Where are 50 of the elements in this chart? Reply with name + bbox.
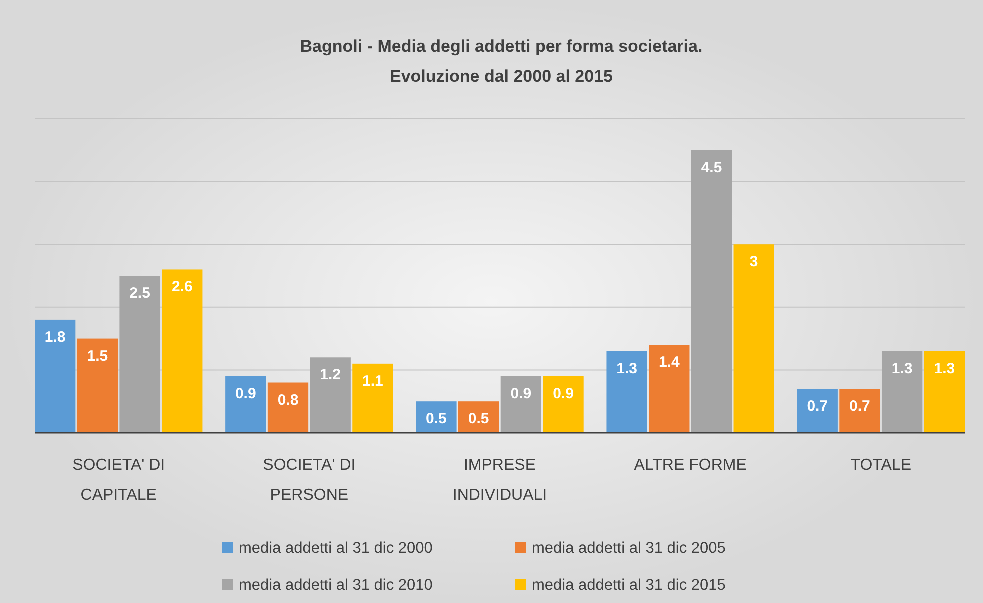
data-label: 4.5 [701, 159, 722, 176]
data-label: 0.9 [510, 385, 532, 402]
bar [649, 345, 690, 433]
data-label: 0.8 [278, 392, 299, 409]
bar [606, 351, 648, 433]
data-label: 0.5 [426, 410, 447, 428]
x-tick-label: TOTALE [850, 457, 912, 474]
data-label: 0.7 [807, 398, 828, 416]
data-label: 1.3 [892, 360, 913, 378]
bar [77, 338, 118, 433]
x-tick-label: IMPRESE INDIVIDUALI [452, 457, 548, 504]
bar [35, 320, 76, 433]
bar [162, 270, 203, 433]
chart-title: Bagnoli - Media degli addetti per forma societaria. [300, 37, 703, 56]
bar [500, 376, 542, 433]
bar [310, 358, 351, 433]
bar [543, 376, 584, 433]
bar [268, 382, 309, 433]
x-tick-label: SOCIETA' DI CAPITALE [72, 457, 166, 504]
data-label: 1.2 [320, 366, 342, 384]
bar [352, 364, 394, 433]
bar [226, 376, 266, 433]
data-label: 1.3 [616, 360, 638, 378]
data-label: 1.4 [658, 354, 680, 372]
x-tick-label: SOCIETA' DI PERSONE [263, 457, 356, 504]
legend-label: media addetti al 31 dic 2000 [239, 540, 434, 557]
x-tick-label: ALTRE FORME [634, 457, 747, 474]
data-label: 1.8 [44, 328, 66, 346]
data-label: 2.6 [172, 278, 193, 296]
data-label: 1.3 [934, 360, 956, 378]
chart-subtitle: Evoluzione dal 2000 al 2015 [390, 67, 614, 86]
data-label: 0.9 [553, 385, 574, 402]
data-label: 1.1 [362, 372, 384, 390]
data-label: 0.7 [850, 398, 870, 416]
data-label: 0.5 [468, 410, 490, 428]
data-label: 1.5 [87, 348, 108, 365]
bar [882, 351, 923, 433]
bar [734, 244, 774, 433]
bar [691, 150, 732, 433]
bar [416, 402, 457, 433]
data-label: 2.5 [130, 285, 150, 302]
data-label: 0.9 [235, 385, 256, 402]
bar [120, 276, 160, 433]
bar [840, 389, 880, 433]
data-label: 3 [750, 254, 758, 271]
legend-label: media addetti al 31 dic 2010 [239, 577, 434, 594]
bar [924, 351, 965, 433]
legend-label: media addetti al 31 dic 2015 [532, 577, 726, 594]
legend-label: media addetti al 31 dic 2005 [532, 540, 726, 557]
bar [797, 389, 838, 433]
